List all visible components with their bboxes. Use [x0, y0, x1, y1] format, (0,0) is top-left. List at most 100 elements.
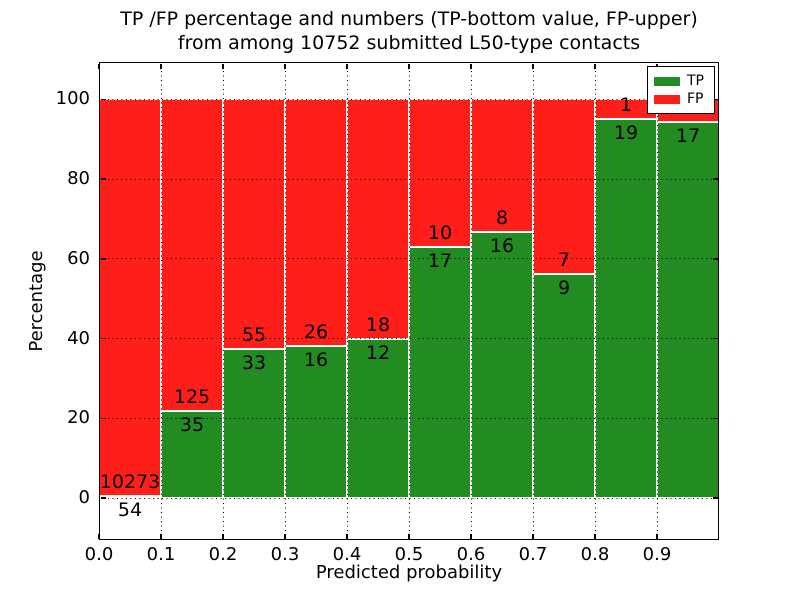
- x-tick-label: 0.2: [208, 544, 238, 565]
- x-axis-label: Predicted probability: [315, 562, 503, 583]
- x-tick-mark: [470, 63, 472, 69]
- x-tick-label: 0.9: [642, 544, 672, 565]
- gridline-vertical: [346, 62, 348, 540]
- fp-count-label: 1: [619, 94, 633, 117]
- x-tick-label: 0.5: [394, 544, 424, 565]
- gridline-horizontal: [99, 417, 719, 419]
- tp-count-label: 12: [365, 341, 391, 364]
- gridline-horizontal: [99, 178, 719, 180]
- x-tick-mark: [98, 533, 100, 539]
- x-tick-mark: [594, 63, 596, 69]
- bar-segment-tp: [285, 346, 347, 499]
- gridline-horizontal: [99, 338, 719, 340]
- y-tick-mark: [100, 337, 106, 340]
- legend-item-tp: TP: [654, 74, 708, 88]
- x-tick-label: 0.3: [270, 544, 300, 565]
- gridline-vertical: [222, 62, 224, 540]
- gridline-horizontal: [99, 258, 719, 260]
- gridline-horizontal: [99, 98, 719, 100]
- fp-count-label: 55: [241, 323, 267, 346]
- tp-count-label: 19: [613, 122, 639, 145]
- bar-segment-tp: [595, 119, 657, 499]
- bar-segment-fp: [533, 99, 595, 274]
- tp-count-label: 17: [427, 250, 453, 273]
- y-tick-mark: [712, 258, 718, 260]
- fp-count-label: 10: [427, 222, 453, 245]
- x-tick-mark: [656, 533, 658, 539]
- x-tick-mark: [160, 533, 162, 539]
- bar-segment-fp: [471, 99, 533, 233]
- fp-color-swatch: [654, 94, 680, 104]
- legend: TP FP: [647, 66, 715, 114]
- bar-segment-tp: [533, 273, 595, 499]
- fp-count-label: 26: [303, 321, 329, 344]
- bar-segment-fp: [99, 99, 161, 497]
- fp-count-label: 7: [557, 248, 571, 271]
- y-tick-mark: [712, 98, 718, 101]
- x-tick-label: 0.0: [84, 544, 114, 565]
- x-tick-mark: [346, 63, 348, 69]
- y-tick-mark: [100, 178, 106, 180]
- x-tick-mark: [284, 533, 286, 539]
- tp-color-swatch: [654, 76, 680, 86]
- x-tick-mark: [222, 533, 224, 539]
- x-tick-mark: [160, 63, 162, 69]
- tp-count-label: 9: [557, 276, 571, 299]
- x-tick-mark: [470, 533, 472, 539]
- y-tick-mark: [100, 497, 106, 499]
- y-tick-mark: [100, 98, 106, 101]
- fp-count-label: 18: [365, 313, 391, 336]
- tp-count-label: 33: [241, 351, 267, 374]
- tp-count-label: 16: [489, 235, 515, 258]
- gridline-vertical: [656, 62, 658, 540]
- bar-segment-tp: [471, 232, 533, 499]
- bar-segment-tp: [161, 410, 223, 499]
- gridline-horizontal: [99, 497, 719, 499]
- bar-segment-fp: [223, 99, 285, 349]
- fp-count-label: 8: [495, 207, 509, 230]
- y-axis-label: Percentage: [26, 250, 47, 352]
- gridline-vertical: [470, 62, 472, 540]
- fp-count-label: 10273: [99, 471, 161, 494]
- y-tick-label: 60: [67, 247, 90, 269]
- x-tick-mark: [532, 63, 534, 69]
- tp-count-label: 54: [117, 499, 143, 522]
- y-tick-label: 80: [67, 168, 90, 190]
- bar-segment-fp: [285, 99, 347, 347]
- gridline-vertical: [160, 62, 162, 540]
- x-tick-mark: [284, 63, 286, 69]
- gridline-vertical: [594, 62, 596, 540]
- chart-title-line1: TP /FP percentage and numbers (TP-bottom…: [120, 8, 698, 30]
- tp-count-label: 17: [675, 124, 701, 147]
- legend-item-fp: FP: [654, 92, 708, 106]
- gridline-vertical: [532, 62, 534, 540]
- x-tick-mark: [222, 63, 224, 69]
- x-tick-label: 0.7: [518, 544, 548, 565]
- y-tick-mark: [712, 497, 718, 499]
- y-tick-label: 20: [67, 407, 90, 429]
- tp-count-label: 16: [303, 349, 329, 372]
- gridline-vertical: [408, 62, 410, 540]
- bar-segment-tp: [223, 348, 285, 499]
- x-tick-label: 0.6: [456, 544, 486, 565]
- bar-segment-fp: [347, 99, 409, 339]
- x-tick-mark: [532, 533, 534, 539]
- bar-segment-fp: [409, 99, 471, 248]
- y-tick-mark: [100, 417, 106, 420]
- x-tick-label: 0.1: [146, 544, 176, 565]
- y-tick-mark: [100, 258, 106, 260]
- tp-count-label: 35: [179, 413, 205, 436]
- bar-segment-fp: [161, 99, 223, 411]
- y-tick-mark: [712, 178, 718, 180]
- x-tick-label: 0.4: [332, 544, 362, 565]
- x-tick-mark: [408, 63, 410, 69]
- y-tick-label: 40: [67, 327, 90, 349]
- gridline-vertical: [284, 62, 286, 540]
- x-tick-mark: [408, 533, 410, 539]
- x-tick-mark: [346, 533, 348, 539]
- x-tick-mark: [594, 533, 596, 539]
- y-tick-mark: [712, 417, 718, 420]
- chart-title-line2: from among 10752 submitted L50-type cont…: [177, 32, 641, 54]
- y-tick-mark: [712, 337, 718, 340]
